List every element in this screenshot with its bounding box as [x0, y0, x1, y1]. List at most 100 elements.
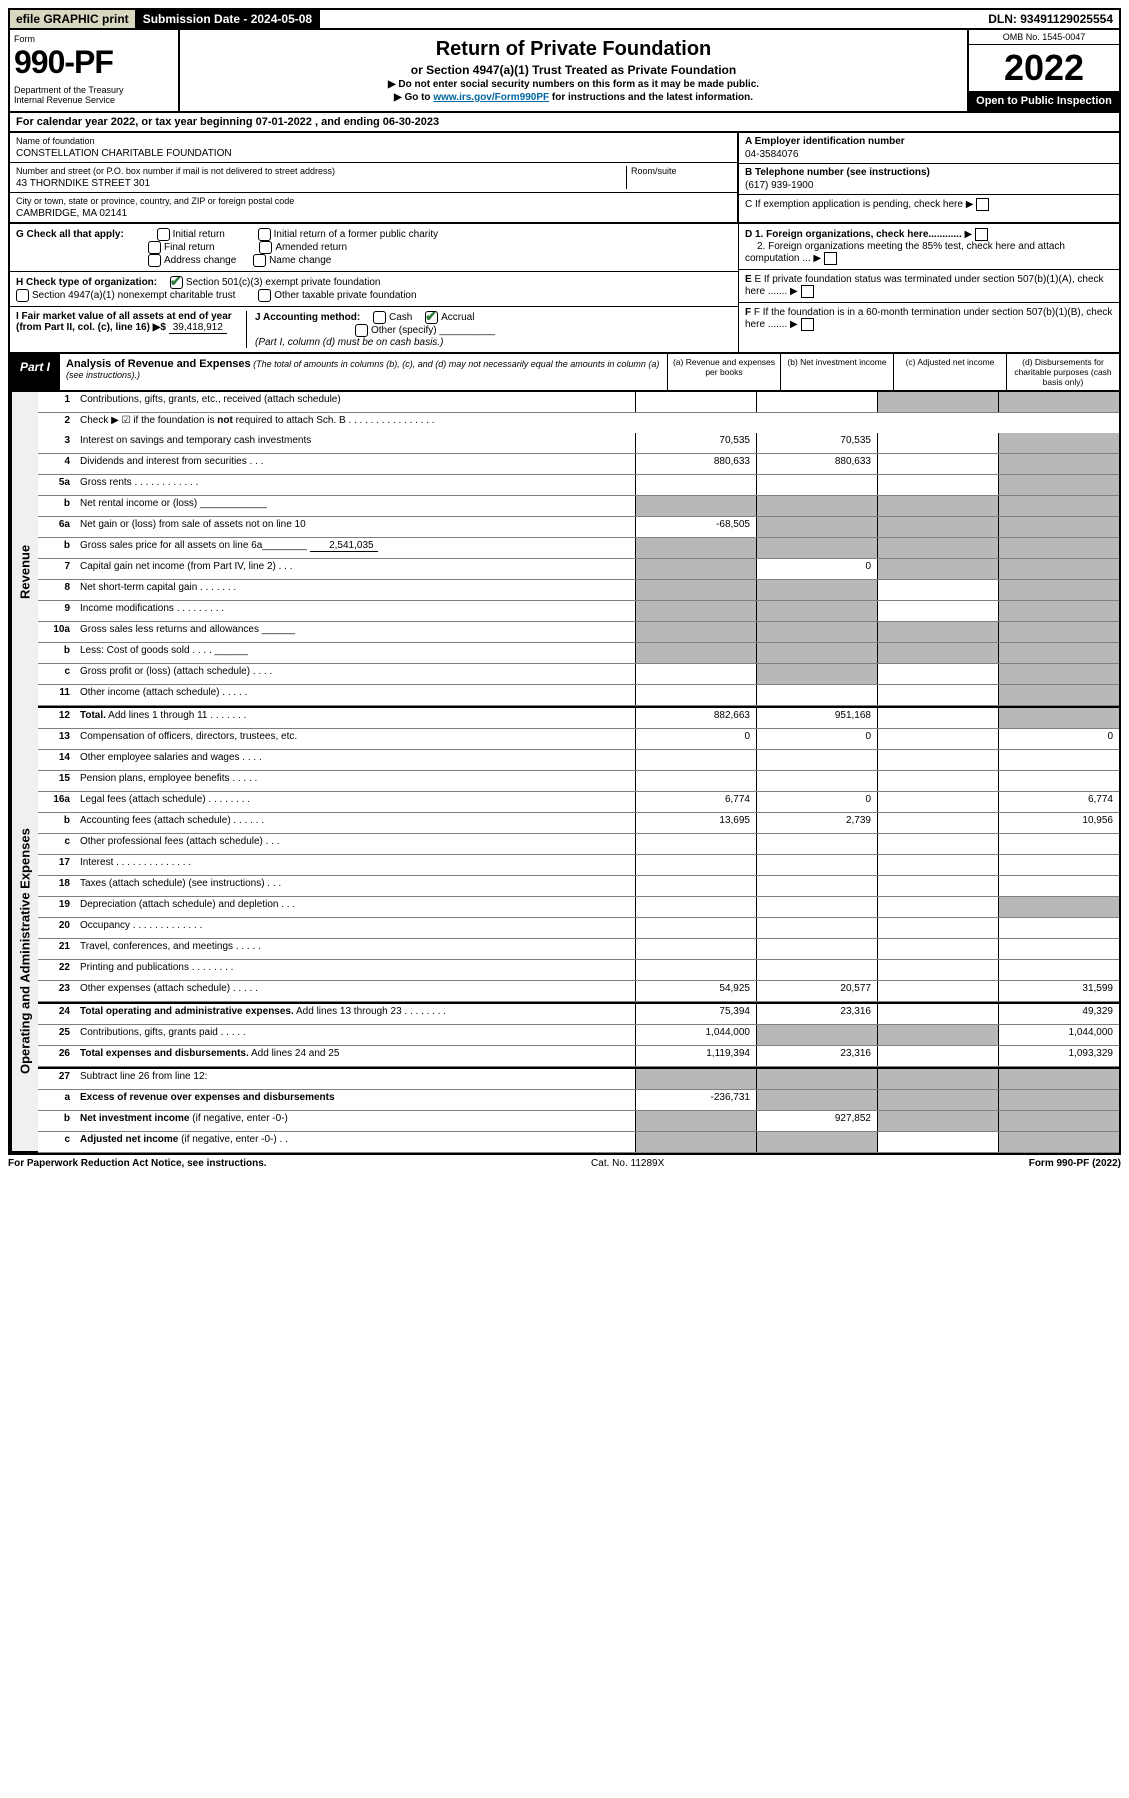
year-box: OMB No. 1545-0047 2022 Open to Public In… — [967, 30, 1119, 111]
j-accrual[interactable] — [425, 311, 438, 324]
cell-b: 20,577 — [756, 981, 877, 1001]
cell-a — [635, 601, 756, 621]
cell-c — [877, 1069, 998, 1089]
g-final[interactable] — [148, 241, 161, 254]
row-num: 27 — [38, 1069, 76, 1089]
revenue-label: Revenue — [10, 392, 38, 752]
row-num: 1 — [38, 392, 76, 412]
cell-b — [756, 517, 877, 537]
cell-b — [756, 601, 877, 621]
entity-info-block: Name of foundation CONSTELLATION CHARITA… — [8, 133, 1121, 224]
row-num: b — [38, 496, 76, 516]
cell-d — [998, 1069, 1119, 1089]
cell-d: 1,093,329 — [998, 1046, 1119, 1066]
cell-d — [998, 580, 1119, 600]
cell-d — [998, 601, 1119, 621]
cell-a — [639, 413, 759, 433]
cell-b — [756, 918, 877, 938]
row-label: Dividends and interest from securities .… — [76, 454, 635, 474]
cell-b: 23,316 — [756, 1004, 877, 1024]
row-label: Other professional fees (attach schedule… — [76, 834, 635, 854]
g-name[interactable] — [253, 254, 266, 267]
cell-b — [756, 897, 877, 917]
row-num: b — [38, 813, 76, 833]
table-row: 13Compensation of officers, directors, t… — [38, 729, 1119, 750]
irs-link[interactable]: www.irs.gov/Form990PF — [433, 92, 549, 103]
table-row: 6aNet gain or (loss) from sale of assets… — [38, 517, 1119, 538]
cell-c — [877, 559, 998, 579]
d-row: D 1. Foreign organizations, check here..… — [739, 224, 1119, 270]
cell-b: 0 — [756, 792, 877, 812]
ein-cell: A Employer identification number 04-3584… — [739, 133, 1119, 164]
cell-a — [635, 855, 756, 875]
row-label: Pension plans, employee benefits . . . .… — [76, 771, 635, 791]
table-row: 19Depreciation (attach schedule) and dep… — [38, 897, 1119, 918]
f-checkbox[interactable] — [801, 318, 814, 331]
c-checkbox[interactable] — [976, 198, 989, 211]
i-j-row: I Fair market value of all assets at end… — [10, 307, 738, 352]
cell-b: 951,168 — [756, 708, 877, 728]
cell-b — [756, 855, 877, 875]
d2-checkbox[interactable] — [824, 252, 837, 265]
cell-c — [879, 413, 999, 433]
row-label: Gross rents . . . . . . . . . . . . — [76, 475, 635, 495]
cell-a — [635, 960, 756, 980]
checks-grid: G Check all that apply: Initial return I… — [8, 224, 1121, 354]
row-num: c — [38, 1132, 76, 1152]
j-cash[interactable] — [373, 311, 386, 324]
form-id-box: Form 990-PF Department of the Treasury I… — [10, 30, 180, 111]
cat-no: Cat. No. 11289X — [591, 1158, 664, 1169]
e-checkbox[interactable] — [801, 285, 814, 298]
h-row: H Check type of organization: Section 50… — [10, 272, 738, 307]
open-public: Open to Public Inspection — [969, 91, 1119, 111]
part1-label: Part I — [10, 354, 60, 390]
d1-checkbox[interactable] — [975, 228, 988, 241]
row-label: Interest . . . . . . . . . . . . . . — [76, 855, 635, 875]
table-row: 1Contributions, gifts, grants, etc., rec… — [38, 392, 1119, 413]
efile-print[interactable]: efile GRAPHIC print — [10, 10, 137, 28]
cell-a — [635, 643, 756, 663]
part1-table: Revenue Operating and Administrative Exp… — [8, 392, 1121, 1155]
cell-b — [756, 580, 877, 600]
h-501c3[interactable] — [170, 276, 183, 289]
cell-c — [877, 538, 998, 558]
cell-a — [635, 1069, 756, 1089]
cell-d: 1,044,000 — [998, 1025, 1119, 1045]
table-row: cAdjusted net income (if negative, enter… — [38, 1132, 1119, 1153]
table-row: 4Dividends and interest from securities … — [38, 454, 1119, 475]
cell-b — [756, 1025, 877, 1045]
table-row: 23Other expenses (attach schedule) . . .… — [38, 981, 1119, 1002]
g-initial-former[interactable] — [258, 228, 271, 241]
row-label: Capital gain net income (from Part IV, l… — [76, 559, 635, 579]
cell-c — [877, 1111, 998, 1131]
cell-c — [877, 643, 998, 663]
cell-c — [877, 1132, 998, 1152]
row-label: Total expenses and disbursements. Add li… — [76, 1046, 635, 1066]
g-address[interactable] — [148, 254, 161, 267]
row-num: 6a — [38, 517, 76, 537]
cell-d — [998, 559, 1119, 579]
row-num: 24 — [38, 1004, 76, 1024]
row-num: 23 — [38, 981, 76, 1001]
j-other[interactable] — [355, 324, 368, 337]
cell-c — [877, 1046, 998, 1066]
h-other-taxable[interactable] — [258, 289, 271, 302]
cell-b — [756, 664, 877, 684]
table-row: 24Total operating and administrative exp… — [38, 1002, 1119, 1025]
g-initial[interactable] — [157, 228, 170, 241]
table-row: 26Total expenses and disbursements. Add … — [38, 1046, 1119, 1067]
cell-b — [756, 771, 877, 791]
row-num: 25 — [38, 1025, 76, 1045]
table-row: 7Capital gain net income (from Part IV, … — [38, 559, 1119, 580]
h-4947[interactable] — [16, 289, 29, 302]
cell-c — [877, 918, 998, 938]
table-row: 3Interest on savings and temporary cash … — [38, 433, 1119, 454]
row-num: 8 — [38, 580, 76, 600]
cell-d: 10,956 — [998, 813, 1119, 833]
cell-a: 1,044,000 — [635, 1025, 756, 1045]
cell-b — [759, 413, 879, 433]
cell-c — [877, 454, 998, 474]
row-label: Total. Add lines 1 through 11 . . . . . … — [76, 708, 635, 728]
g-amended[interactable] — [259, 241, 272, 254]
row-num: 19 — [38, 897, 76, 917]
